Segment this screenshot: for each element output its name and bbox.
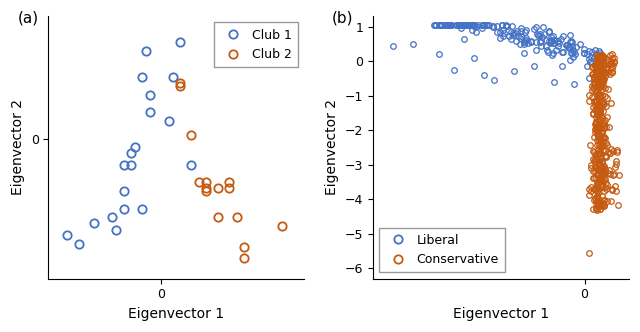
Y-axis label: Eigenvector 2: Eigenvector 2 [325, 99, 339, 196]
Legend: Liberal, Conservative: Liberal, Conservative [379, 228, 505, 272]
X-axis label: Eigenvector 1: Eigenvector 1 [128, 307, 225, 321]
Y-axis label: Eigenvector 2: Eigenvector 2 [11, 99, 25, 196]
Text: (a): (a) [18, 11, 39, 26]
Text: (b): (b) [332, 11, 353, 26]
Legend: Club 1, Club 2: Club 1, Club 2 [214, 23, 298, 67]
X-axis label: Eigenvector 1: Eigenvector 1 [453, 307, 549, 321]
